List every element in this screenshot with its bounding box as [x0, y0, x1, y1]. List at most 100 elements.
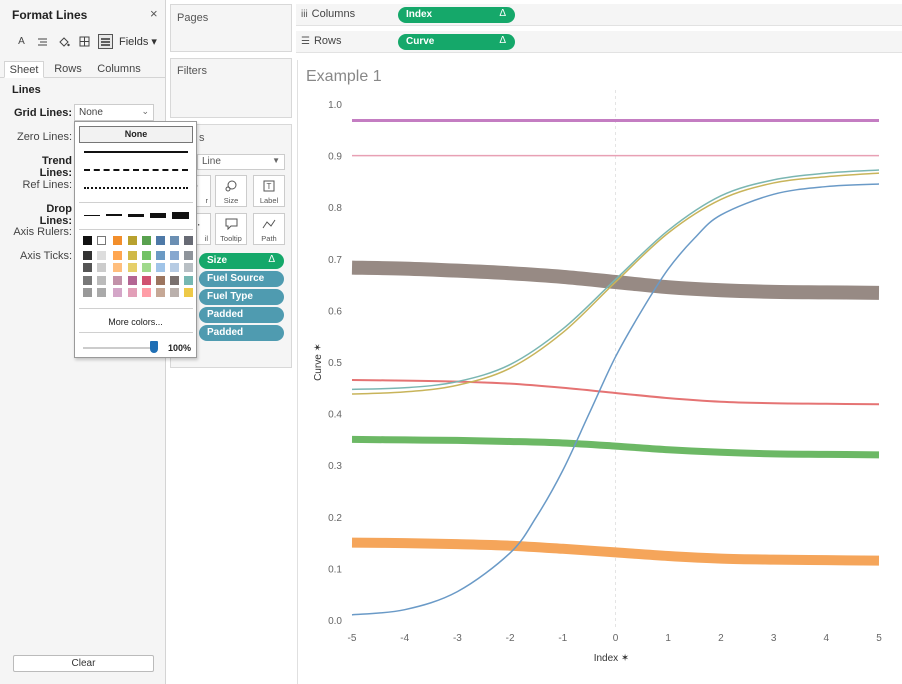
alignment-icon[interactable]	[35, 34, 50, 49]
line-none-option[interactable]: None	[79, 126, 193, 143]
pages-card[interactable]: Pages	[170, 4, 292, 52]
color-swatch[interactable]	[156, 288, 165, 298]
marks-pill-padded[interactable]: Padded	[199, 325, 284, 341]
color-swatch[interactable]	[141, 288, 151, 298]
color-swatch[interactable]	[184, 288, 194, 298]
color-swatch[interactable]	[97, 263, 107, 273]
size-button-label: Size	[223, 196, 239, 205]
color-swatch[interactable]	[97, 250, 107, 260]
color-swatch[interactable]	[97, 236, 107, 245]
color-swatch[interactable]	[97, 275, 107, 285]
delta-icon: Δ	[268, 254, 275, 265]
tooltip-button-label: Tooltip	[220, 234, 242, 243]
line-style-dashed[interactable]	[84, 169, 188, 171]
trend-lines-label: Trend Lines:	[39, 155, 72, 179]
font-icon[interactable]: A	[18, 36, 25, 47]
borders-icon[interactable]	[77, 34, 92, 49]
series-line-7[interactable]	[351, 169, 880, 391]
line-style-solid[interactable]	[84, 151, 188, 153]
opacity-slider-handle[interactable]	[150, 341, 158, 353]
line-width-1[interactable]	[84, 215, 100, 216]
color-swatch[interactable]	[83, 250, 92, 260]
opacity-value: 100%	[168, 343, 192, 353]
rows-pill-curve[interactable]: Curve Δ	[398, 34, 515, 50]
line-style-dotted[interactable]	[84, 187, 188, 189]
tab-columns[interactable]: Columns	[97, 63, 141, 75]
clear-button[interactable]: Clear	[13, 655, 154, 672]
color-swatch[interactable]	[83, 275, 92, 285]
color-swatch[interactable]	[113, 275, 123, 285]
marks-pill-padded[interactable]: Padded	[199, 307, 284, 323]
grid-lines-select[interactable]: None ⌄	[74, 104, 154, 121]
color-swatch[interactable]	[113, 263, 123, 273]
popup-divider	[79, 332, 193, 333]
color-swatch[interactable]	[97, 288, 107, 298]
color-swatch[interactable]	[127, 288, 137, 298]
color-swatch[interactable]	[156, 250, 165, 260]
x-tick-label: 2	[718, 633, 724, 644]
marks-pill-size[interactable]: Size Δ	[199, 253, 284, 269]
color-swatch[interactable]	[170, 250, 180, 260]
filters-card[interactable]: Filters	[170, 58, 292, 118]
shading-icon[interactable]	[56, 34, 71, 49]
series-line-6[interactable]	[351, 537, 880, 566]
color-swatch[interactable]	[184, 250, 194, 260]
line-width-3[interactable]	[128, 214, 144, 217]
color-swatch[interactable]	[141, 250, 151, 260]
columns-shelf[interactable]: iii Columns Index Δ	[296, 4, 902, 26]
fields-dropdown[interactable]: Fields ▾	[119, 36, 157, 48]
color-swatch[interactable]	[127, 275, 137, 285]
color-swatch[interactable]	[184, 263, 194, 273]
color-swatch[interactable]	[170, 263, 180, 273]
marks-pill-fuel-source[interactable]: Fuel Source	[199, 271, 284, 287]
rows-shelf[interactable]: ☰ Rows Curve Δ	[296, 31, 902, 53]
marks-pill-fuel-type[interactable]: Fuel Type	[199, 289, 284, 305]
more-colors-link[interactable]: More colors...	[108, 317, 163, 327]
color-swatch[interactable]	[83, 263, 92, 273]
color-swatch[interactable]	[113, 288, 123, 298]
color-swatch[interactable]	[170, 288, 180, 298]
line-width-2[interactable]	[106, 214, 122, 216]
color-swatch[interactable]	[170, 275, 180, 285]
rows-icon: ☰	[301, 36, 310, 47]
chevron-down-icon: ⌄	[141, 106, 149, 116]
mark-type-select[interactable]: Line ▼	[197, 154, 285, 170]
color-swatch[interactable]	[156, 275, 165, 285]
size-button[interactable]: Size	[215, 175, 247, 207]
series-line-4[interactable]	[351, 379, 880, 406]
tab-rows[interactable]: Rows	[54, 63, 82, 75]
color-swatch[interactable]	[127, 263, 137, 273]
columns-pill-index[interactable]: Index Δ	[398, 7, 515, 23]
color-swatch[interactable]	[141, 275, 151, 285]
color-swatch[interactable]	[141, 263, 151, 273]
series-line-9[interactable]	[351, 183, 880, 616]
color-swatch[interactable]	[141, 236, 151, 245]
lines-icon[interactable]	[98, 34, 113, 49]
color-swatch[interactable]	[127, 250, 137, 260]
y-tick-label: 0.7	[328, 255, 342, 266]
path-button[interactable]: Path	[253, 213, 285, 245]
line-chart[interactable]: 0.0 0.1 0.2 0.3 0.4 0.5 0.6 0.7 0.8 0.9 1.0 -5 -4 -3 -…	[298, 60, 902, 684]
color-swatch[interactable]	[113, 250, 123, 260]
color-swatch[interactable]	[184, 236, 194, 245]
color-swatch[interactable]	[170, 236, 180, 245]
series-line-5[interactable]	[351, 435, 880, 459]
y-tick-label: 0.5	[328, 358, 342, 369]
color-swatch[interactable]	[156, 263, 165, 273]
label-button[interactable]: T Label	[253, 175, 285, 207]
line-width-5[interactable]	[172, 212, 189, 219]
y-axis-title[interactable]: Curve ✶	[313, 343, 324, 381]
close-icon[interactable]: ×	[150, 6, 158, 21]
tooltip-button[interactable]: Tooltip	[215, 213, 247, 245]
color-swatch[interactable]	[83, 236, 92, 245]
color-swatch[interactable]	[113, 236, 123, 245]
y-tick-label: 0.8	[328, 203, 342, 214]
line-width-4[interactable]	[150, 213, 166, 218]
color-swatch[interactable]	[127, 236, 137, 245]
color-swatch[interactable]	[156, 236, 165, 245]
color-swatch[interactable]	[83, 288, 92, 298]
x-axis-title[interactable]: Index ✶	[594, 653, 630, 664]
tab-sheet[interactable]: Sheet	[4, 61, 44, 78]
series-line-8[interactable]	[351, 172, 880, 395]
color-swatch[interactable]	[184, 275, 194, 285]
